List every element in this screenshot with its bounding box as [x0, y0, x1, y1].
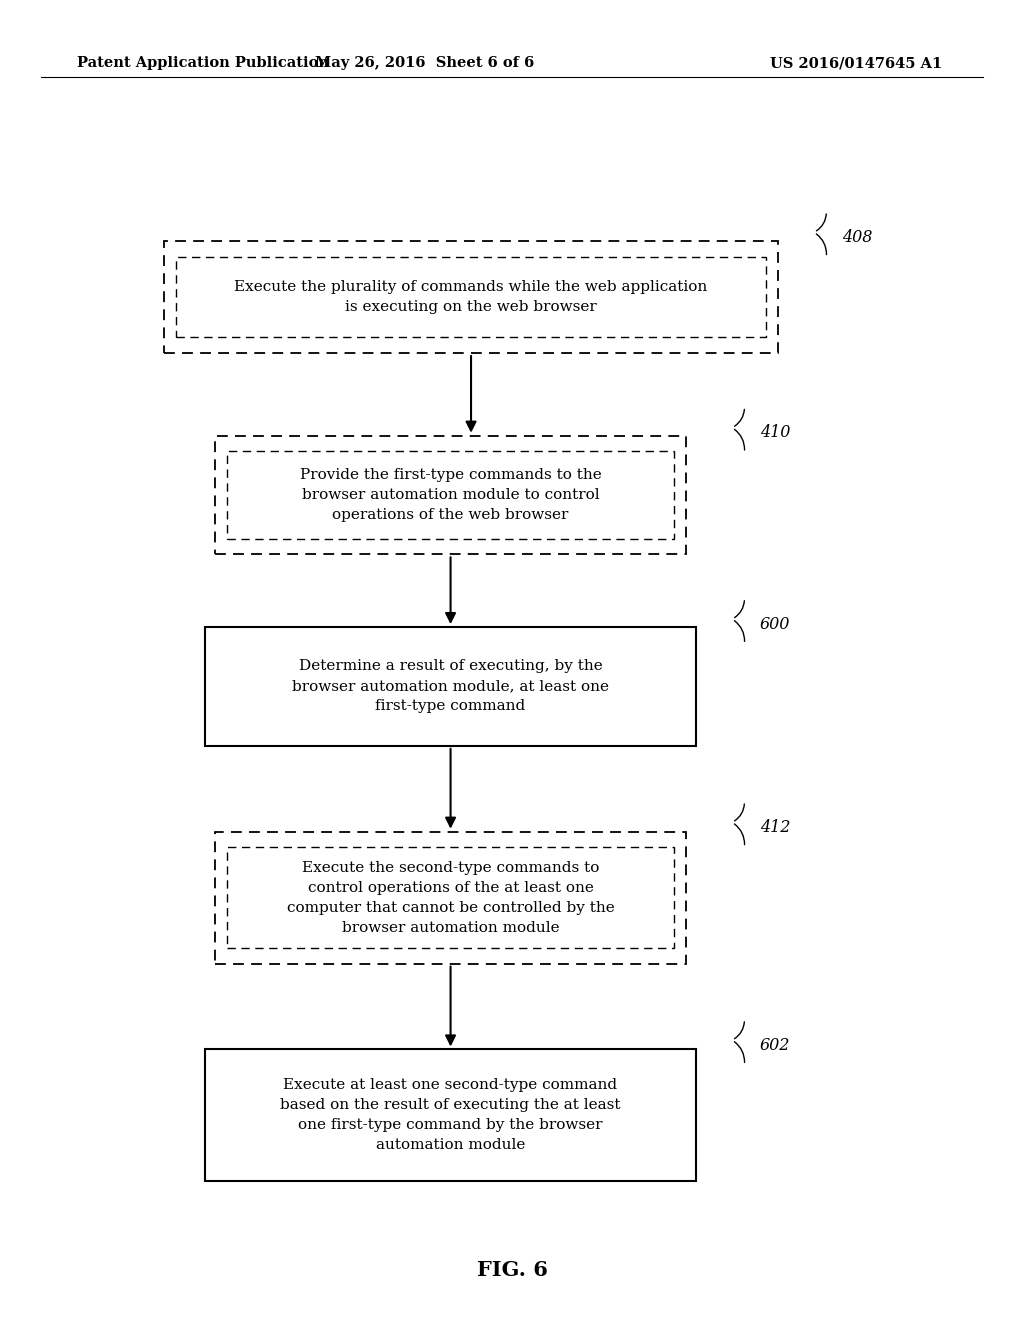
Text: Determine a result of executing, by the
browser automation module, at least one
: Determine a result of executing, by the …	[292, 660, 609, 713]
Bar	[215, 832, 686, 964]
Text: 412: 412	[760, 820, 791, 836]
Text: 408: 408	[842, 230, 872, 246]
Text: 410: 410	[760, 425, 791, 441]
Text: Patent Application Publication: Patent Application Publication	[77, 57, 329, 70]
Bar	[215, 436, 686, 554]
Text: Provide the first-type commands to the
browser automation module to control
oper: Provide the first-type commands to the b…	[300, 469, 601, 521]
Bar	[164, 240, 778, 352]
Text: 600: 600	[760, 616, 791, 632]
Text: 602: 602	[760, 1038, 791, 1053]
Bar	[227, 451, 674, 539]
Text: Execute the second-type commands to
control operations of the at least one
compu: Execute the second-type commands to cont…	[287, 861, 614, 935]
Text: Execute the plurality of commands while the web application
is executing on the : Execute the plurality of commands while …	[234, 280, 708, 314]
Text: Execute at least one second-type command
based on the result of executing the at: Execute at least one second-type command…	[281, 1078, 621, 1152]
Bar	[176, 256, 766, 337]
Bar	[227, 847, 674, 948]
Text: US 2016/0147645 A1: US 2016/0147645 A1	[770, 57, 942, 70]
Text: FIG. 6: FIG. 6	[476, 1259, 548, 1280]
Bar	[205, 627, 696, 746]
Bar	[205, 1049, 696, 1181]
Text: May 26, 2016  Sheet 6 of 6: May 26, 2016 Sheet 6 of 6	[315, 57, 535, 70]
